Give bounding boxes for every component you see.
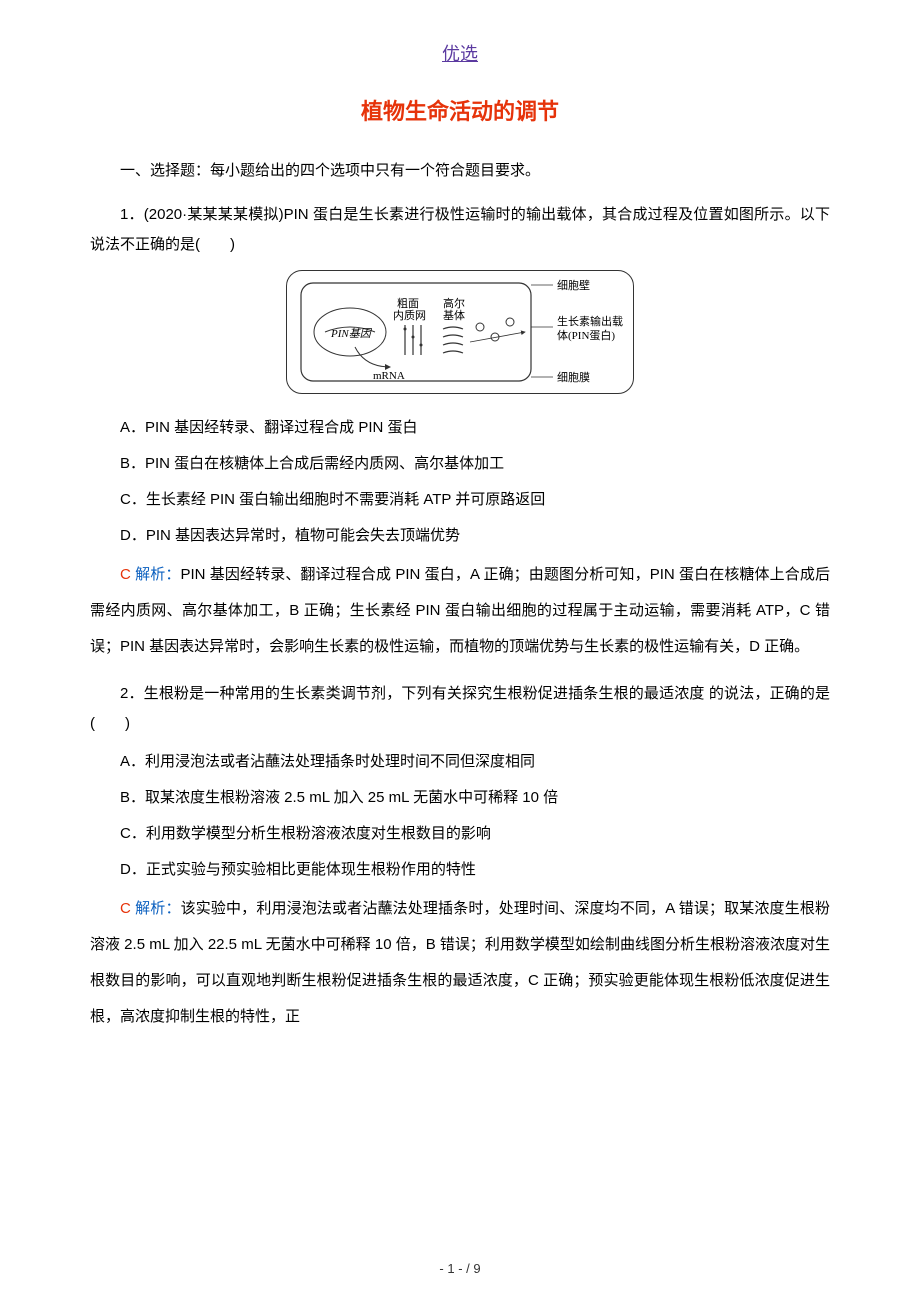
carrier-label-1: 生长素输出载	[557, 314, 623, 328]
vesicle-3	[506, 318, 514, 326]
q2-option-c: C．利用数学模型分析生根粉溶液浓度对生根数目的影响	[90, 819, 830, 849]
q2-option-a: A．利用浸泡法或者沾蘸法处理插条时处理时间不同但深度相同	[90, 747, 830, 777]
carrier-label-2: 体(PIN蛋白)	[557, 328, 615, 342]
q2-answer-letter: C	[120, 900, 131, 917]
page-container: 优选 植物生命活动的调节 一、选择题：每小题给出的四个选项中只有一个符合题目要求…	[0, 0, 920, 1302]
q2-explanation-body: 该实验中，利用浸泡法或者沾蘸法处理插条时，处理时间、深度均不同，A 错误；取某浓…	[90, 900, 830, 1025]
q1-explanation: C 解析：PIN 基因经转录、翻译过程合成 PIN 蛋白，A 正确；由题图分析可…	[90, 557, 830, 665]
arrow-transcription	[355, 347, 390, 367]
q2-option-b: B．取某浓度生根粉溶液 2.5 mL 加入 25 mL 无菌水中可稀释 10 倍	[90, 783, 830, 813]
page-number: - 1 - / 9	[90, 1261, 830, 1276]
q1-option-a: A．PIN 基因经转录、翻译过程合成 PIN 蛋白	[90, 413, 830, 443]
q2-answer-label: 解析：	[131, 900, 181, 917]
membrane-label: 细胞膜	[557, 371, 590, 384]
q2-explanation: C 解析：该实验中，利用浸泡法或者沾蘸法处理插条时，处理时间、深度均不同，A 错…	[90, 891, 830, 1035]
golgi-label-1: 高尔	[443, 296, 465, 310]
q1-option-c: C．生长素经 PIN 蛋白输出细胞时不需要消耗 ATP 并可原路返回	[90, 485, 830, 515]
cell-diagram-svg: PIN基因 mRNA 粗面 内质网 高尔 基体	[295, 277, 625, 387]
golgi-shape	[443, 327, 463, 353]
q1-answer-label: 解析：	[131, 566, 181, 583]
q1-option-b: B．PIN 蛋白在核糖体上合成后需经内质网、高尔基体加工	[90, 449, 830, 479]
er-shape	[405, 325, 421, 355]
er-label-1: 粗面	[397, 297, 419, 310]
mrna-label: mRNA	[373, 370, 405, 382]
gene-label: PIN基因	[330, 327, 373, 340]
vesicle-1	[476, 323, 484, 331]
ribosome-1	[404, 328, 407, 331]
q1-answer-letter: C	[120, 566, 131, 583]
header-watermark: 优选	[90, 40, 830, 66]
q1-explanation-body: PIN 基因经转录、翻译过程合成 PIN 蛋白，A 正确；由题图分析可知，PIN…	[90, 566, 830, 655]
cell-diagram: PIN基因 mRNA 粗面 内质网 高尔 基体	[286, 270, 634, 394]
golgi-label-2: 基体	[443, 308, 465, 322]
q2-stem: 2．生根粉是一种常用的生长素类调节剂，下列有关探究生根粉促进插条生根的最适浓度 …	[90, 679, 830, 739]
q1-option-d: D．PIN 基因表达异常时，植物可能会失去顶端优势	[90, 521, 830, 551]
er-label-2: 内质网	[393, 308, 426, 322]
q2-option-d: D．正式实验与预实验相比更能体现生根粉作用的特性	[90, 855, 830, 885]
document-title: 植物生命活动的调节	[90, 94, 830, 126]
q1-stem: 1．(2020·某某某某模拟)PIN 蛋白是生长素进行极性运输时的输出载体，其合…	[90, 200, 830, 260]
wall-label: 细胞壁	[557, 278, 590, 292]
q1-figure: PIN基因 mRNA 粗面 内质网 高尔 基体	[90, 270, 830, 399]
ribosome-2	[412, 336, 415, 339]
section-intro: 一、选择题：每小题给出的四个选项中只有一个符合题目要求。	[90, 156, 830, 186]
ribosome-3	[420, 344, 423, 347]
